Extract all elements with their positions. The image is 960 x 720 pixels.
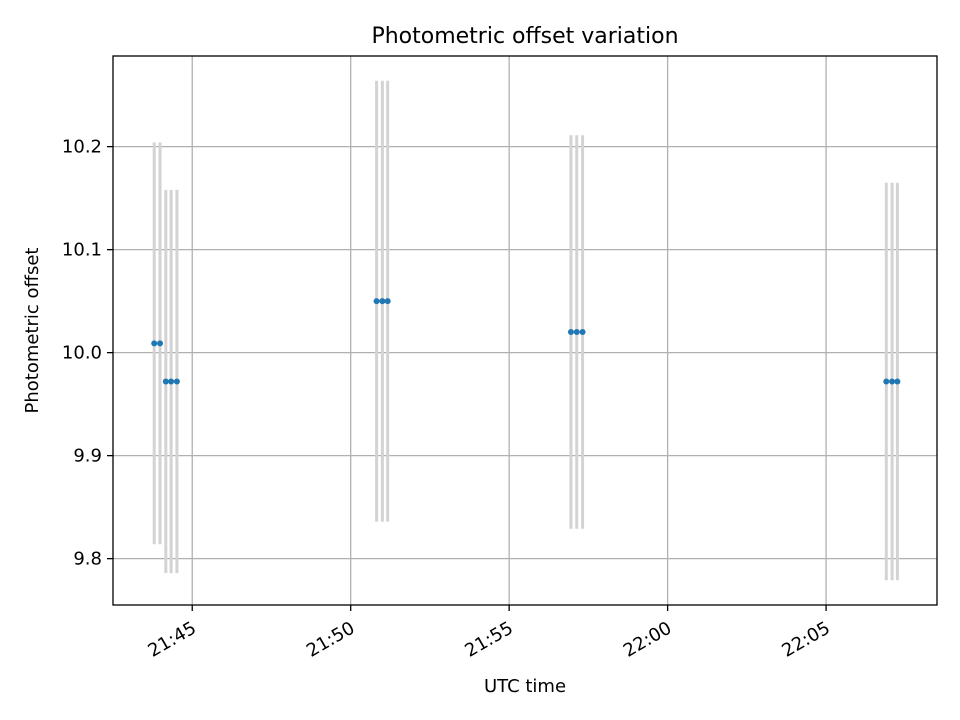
x-tick-label: 22:05: [778, 618, 833, 662]
y-tick-label: 10.1: [62, 240, 102, 261]
y-tick-label: 10.0: [62, 343, 102, 364]
x-tick-label: 21:50: [303, 618, 358, 662]
data-point: [373, 298, 380, 305]
data-point: [379, 298, 386, 305]
data-points: [151, 298, 901, 385]
data-point: [168, 378, 175, 385]
data-point: [567, 329, 574, 336]
plot-frame: [112, 55, 938, 606]
data-point: [157, 340, 164, 347]
x-axis-label: UTC time: [484, 676, 566, 697]
data-point: [173, 378, 180, 385]
data-point: [579, 329, 586, 336]
x-axis: 21:45 21:50 21:55 22:00 22:05: [145, 605, 834, 662]
errorbars: [152, 80, 899, 581]
y-tick-label: 9.9: [73, 446, 102, 467]
data-point: [162, 378, 169, 385]
data-point: [384, 298, 391, 305]
x-tick-label: 21:45: [145, 618, 200, 662]
y-axis: 9.8 9.9 10.0 10.1 10.2: [62, 137, 113, 570]
data-point: [889, 378, 896, 385]
x-tick-label: 22:00: [620, 618, 675, 662]
x-tick-label: 21:55: [461, 618, 516, 662]
y-tick-label: 10.2: [62, 137, 102, 158]
y-tick-label: 9.8: [73, 549, 102, 570]
y-axis-label: Photometric offset: [22, 248, 43, 414]
data-point: [151, 340, 158, 347]
chart-title: Photometric offset variation: [371, 24, 678, 49]
data-point: [883, 378, 890, 385]
data-point: [894, 378, 901, 385]
grid: [113, 56, 937, 605]
data-point: [573, 329, 580, 336]
